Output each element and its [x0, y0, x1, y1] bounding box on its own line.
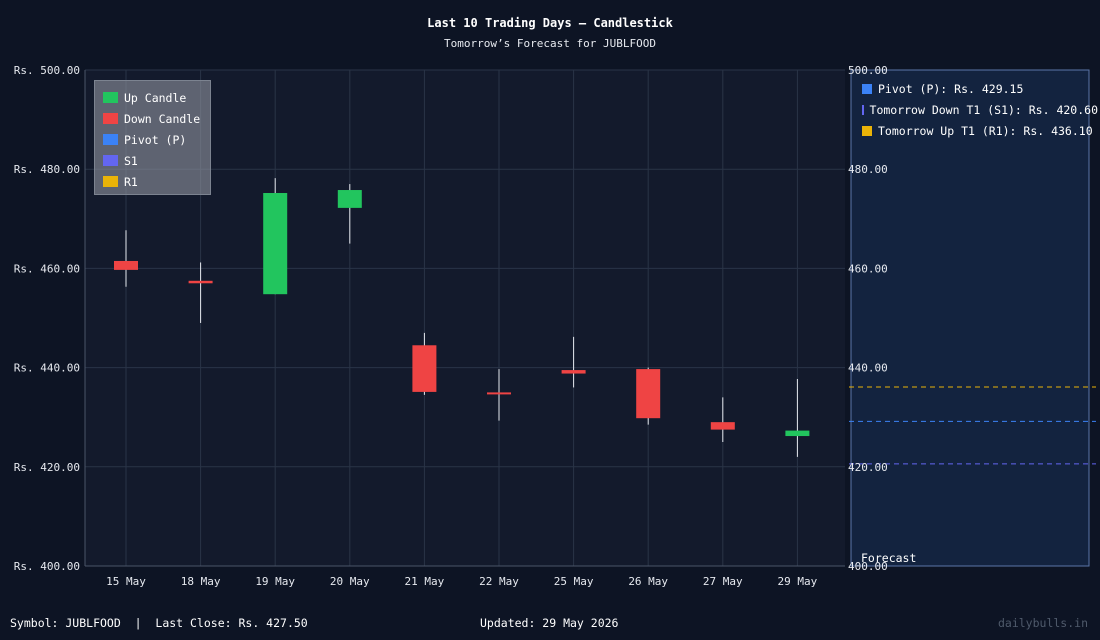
forecast-legend-pivot: Pivot (P): Rs. 429.15 [862, 78, 1098, 99]
y-tick-label: Rs. 480.00 [14, 163, 80, 176]
y-tick-label: Rs. 440.00 [14, 362, 80, 375]
legend-down-label: Down Candle [124, 111, 201, 126]
chart-title: Last 10 Trading Days – Candlestick [427, 16, 673, 30]
candle-body-up [263, 193, 288, 295]
right-y-tick-label: 500.00 [848, 64, 888, 77]
x-tick-label: 29 May [778, 575, 818, 588]
forecast-legend-s1: Tomorrow Down T1 (S1): Rs. 420.60 [862, 99, 1098, 120]
x-tick-label: 18 May [181, 575, 221, 588]
right-y-tick-label: 460.00 [848, 262, 888, 275]
legend-up-label: Up Candle [124, 90, 187, 105]
legend-pivot-label: Pivot (P) [124, 132, 187, 147]
forecast-legend: Pivot (P): Rs. 429.15 Tomorrow Down T1 (… [862, 78, 1098, 141]
forecast-panel [850, 69, 1090, 567]
candle-body-down [188, 280, 213, 284]
footer-symbol: Symbol: JUBLFOOD | Last Close: Rs. 427.5… [10, 616, 308, 630]
x-tick-label: 19 May [255, 575, 295, 588]
x-tick-label: 25 May [554, 575, 594, 588]
right-y-tick-label: 480.00 [848, 163, 888, 176]
legend-pivot-swatch [103, 134, 118, 145]
forecast-r1-swatch [862, 125, 872, 136]
legend-r1-label: R1 [124, 174, 138, 189]
chart-subtitle: Tomorrow’s Forecast for JUBLFOOD [444, 37, 656, 50]
legend-r1: R1 [103, 171, 210, 192]
footer-brand: dailybulls.in [997, 616, 1088, 630]
y-tick-label: Rs. 420.00 [14, 461, 80, 474]
chart-legend: Up Candle Down Candle Pivot (P) S1 R1 [94, 80, 211, 195]
y-tick-label: Rs. 500.00 [14, 64, 80, 77]
legend-up-swatch [103, 92, 118, 103]
forecast-label: Forecast [861, 551, 916, 565]
x-tick-label: 15 May [106, 575, 146, 588]
y-tick-label: Rs. 460.00 [14, 262, 80, 275]
x-tick-label: 21 May [405, 575, 445, 588]
right-y-tick-label: 420.00 [848, 461, 888, 474]
x-tick-label: 20 May [330, 575, 370, 588]
legend-down-swatch [103, 113, 118, 124]
legend-down-candle: Down Candle [103, 108, 210, 129]
y-tick-label: Rs. 400.00 [14, 560, 80, 573]
forecast-legend-r1: Tomorrow Up T1 (R1): Rs. 436.10 [862, 120, 1098, 141]
forecast-pivot-label: Pivot (P): Rs. 429.15 [878, 81, 1024, 96]
x-tick-label: 22 May [479, 575, 519, 588]
x-tick-label: 26 May [628, 575, 668, 588]
legend-pivot: Pivot (P) [103, 129, 210, 150]
candle-body-down [561, 370, 586, 374]
candle-body-down [710, 422, 735, 430]
candle-body-down [114, 260, 138, 270]
candle-body-up [337, 190, 362, 208]
legend-up-candle: Up Candle [103, 87, 210, 108]
plot-area [85, 70, 845, 566]
forecast-s1-swatch [862, 104, 864, 115]
forecast-s1-label: Tomorrow Down T1 (S1): Rs. 420.60 [869, 102, 1098, 117]
footer-updated: Updated: 29 May 2026 [480, 616, 619, 630]
legend-s1-swatch [103, 155, 118, 166]
candle-body-down [487, 392, 511, 395]
legend-s1: S1 [103, 150, 210, 171]
forecast-r1-label: Tomorrow Up T1 (R1): Rs. 436.10 [878, 123, 1093, 138]
legend-r1-swatch [103, 176, 118, 187]
legend-s1-label: S1 [124, 153, 138, 168]
x-tick-label: 27 May [703, 575, 743, 588]
right-y-tick-label: 440.00 [848, 362, 888, 375]
right-y-tick-label: 400.00 [848, 560, 888, 573]
forecast-pivot-swatch [862, 83, 872, 94]
candle-body-down [636, 369, 661, 419]
candle-body-down [412, 345, 437, 392]
candle-body-up [785, 430, 810, 437]
